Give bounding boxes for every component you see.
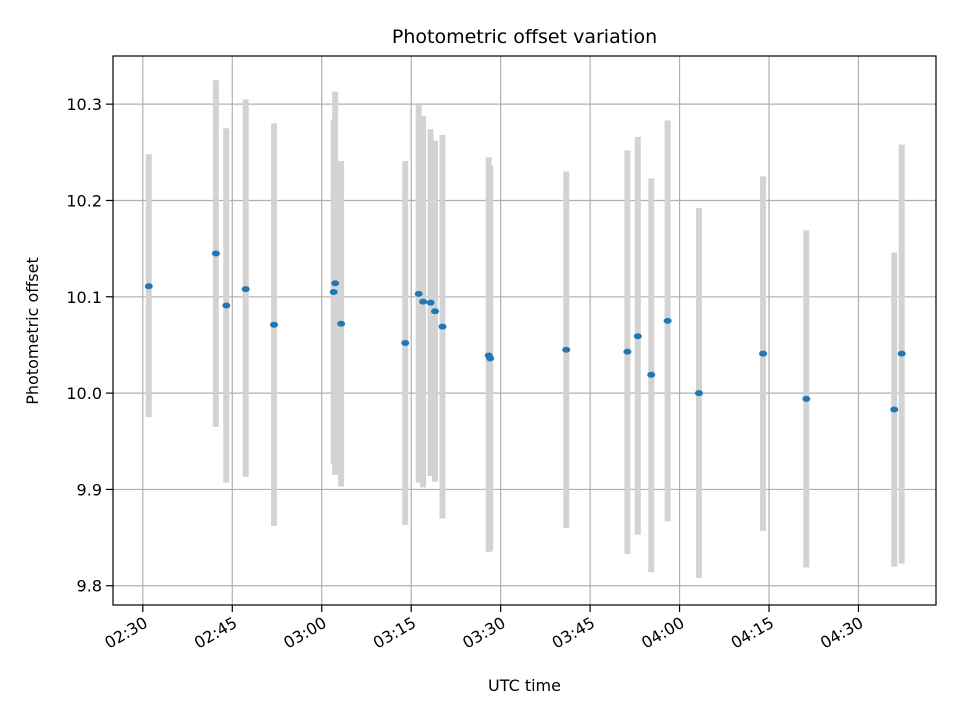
y-tick-label: 10.1 xyxy=(66,288,102,307)
data-point xyxy=(144,283,153,290)
data-point xyxy=(647,371,656,378)
data-point xyxy=(270,321,279,328)
data-point xyxy=(419,298,428,305)
data-point xyxy=(241,286,250,293)
data-point xyxy=(663,317,672,324)
y-tick-label: 10.2 xyxy=(66,191,102,210)
y-axis-label: Photometric offset xyxy=(23,257,42,405)
data-point xyxy=(562,346,571,353)
chart-title: Photometric offset variation xyxy=(392,26,657,48)
data-point xyxy=(438,323,447,330)
data-points xyxy=(144,250,906,413)
y-tick-label: 9.8 xyxy=(77,577,102,596)
data-point xyxy=(633,333,642,340)
data-point xyxy=(759,350,768,357)
grid-lines xyxy=(113,56,936,605)
data-point xyxy=(414,290,423,297)
data-point xyxy=(211,250,220,257)
y-tick-label: 10.3 xyxy=(66,95,102,114)
data-point xyxy=(802,395,811,402)
y-axis-ticks: 9.8 9.9 10.0 10.1 10.2 10.3 xyxy=(66,95,113,596)
data-point xyxy=(890,406,899,413)
data-point xyxy=(426,299,435,306)
data-point xyxy=(694,390,703,397)
data-point xyxy=(337,320,346,327)
data-point xyxy=(331,280,340,287)
plot-frame xyxy=(112,55,937,606)
y-tick-label: 10.0 xyxy=(66,384,102,403)
x-axis-label: UTC time xyxy=(488,676,561,695)
data-point xyxy=(222,302,231,309)
data-point xyxy=(329,288,338,295)
data-point xyxy=(431,308,440,315)
y-tick-label: 9.9 xyxy=(77,480,102,499)
data-point xyxy=(623,348,632,355)
data-point xyxy=(401,340,410,347)
data-point xyxy=(897,350,906,357)
data-point xyxy=(486,355,495,362)
